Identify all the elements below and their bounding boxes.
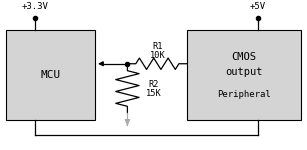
Text: 10K: 10K: [150, 51, 165, 60]
Text: +3.3V: +3.3V: [22, 2, 49, 11]
Text: output: output: [225, 67, 263, 77]
Text: R1: R1: [152, 42, 163, 51]
Text: Peripheral: Peripheral: [217, 90, 271, 99]
Text: 15K: 15K: [146, 89, 161, 98]
Text: CMOS: CMOS: [231, 52, 257, 62]
Text: R2: R2: [148, 80, 159, 89]
Text: MCU: MCU: [41, 70, 61, 80]
Bar: [187, 30, 301, 120]
Text: +5V: +5V: [250, 2, 266, 11]
Bar: [6, 30, 95, 120]
